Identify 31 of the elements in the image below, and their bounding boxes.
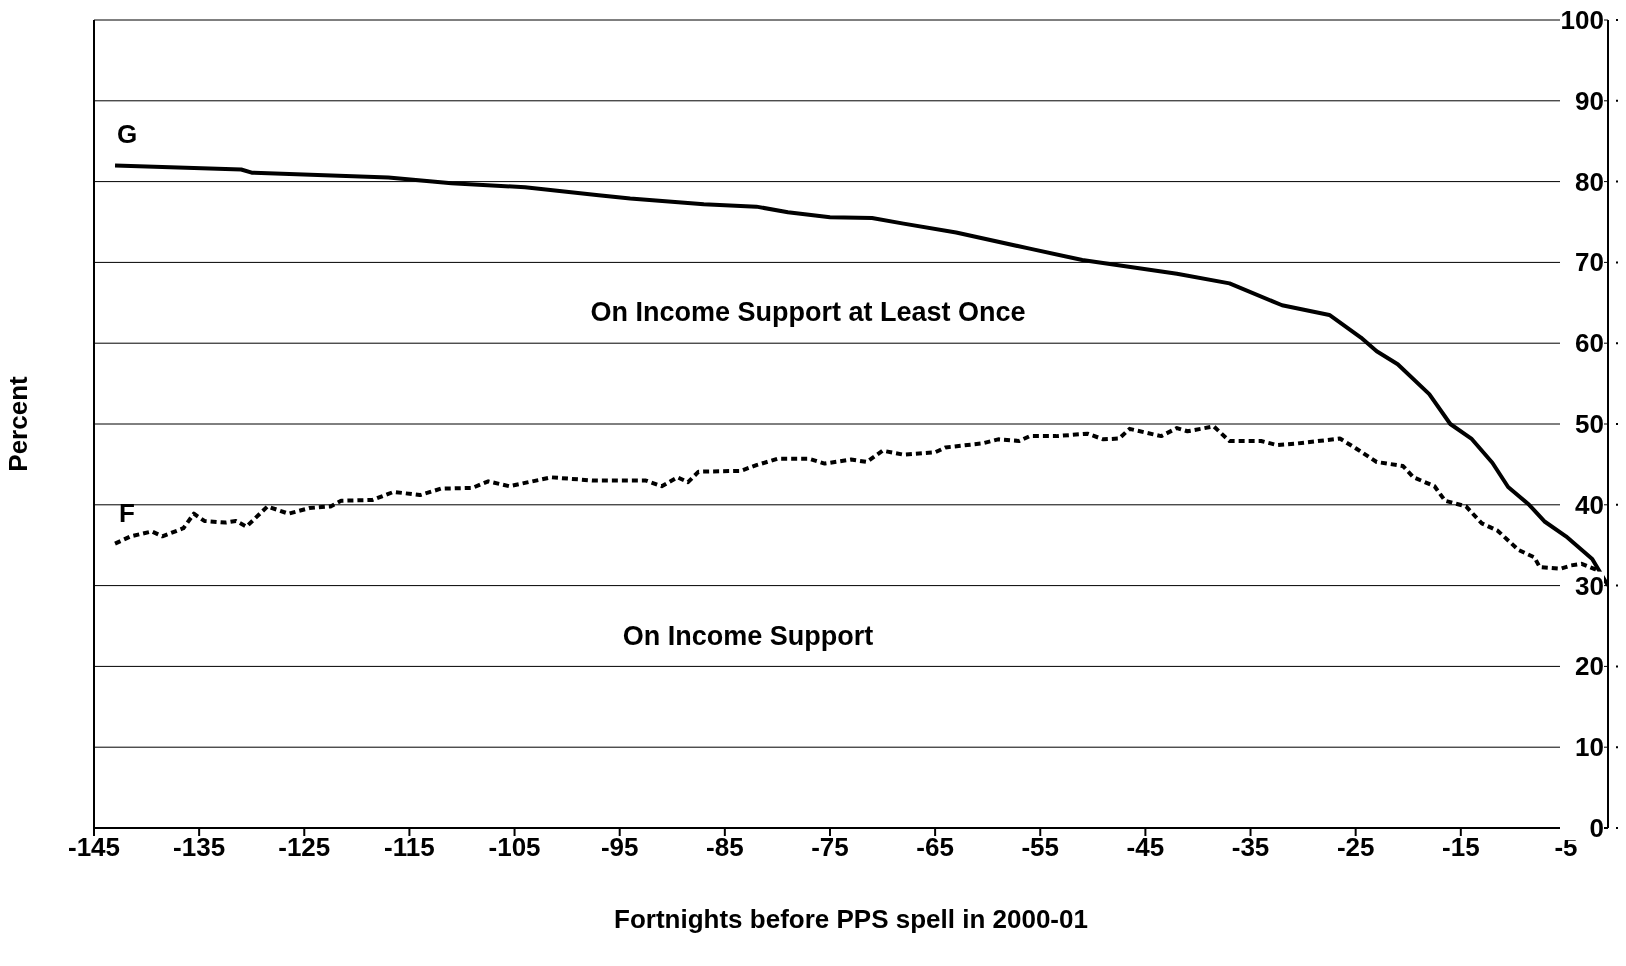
- y-tick-label: 0: [1589, 813, 1604, 843]
- y-tick-label: 90: [1575, 85, 1604, 116]
- series-label: G: [116, 119, 138, 150]
- x-tick-label: -125: [278, 832, 331, 863]
- y-tick-label: 80: [1575, 166, 1604, 197]
- x-tick-label: -145: [67, 832, 121, 863]
- y-tick-label: 20: [1575, 651, 1604, 682]
- x-tick-label: -115: [384, 832, 435, 863]
- y-tick-label: 10: [1575, 732, 1604, 763]
- x-tick-label: -95: [600, 832, 639, 863]
- x-tick-label: -45: [1126, 832, 1165, 863]
- y-tick-label: 100: [1560, 5, 1604, 35]
- x-tick-label: -65: [916, 832, 954, 863]
- x-axis-title: Fortnights before PPS spell in 2000-01: [614, 904, 1088, 934]
- y-tick-label: 30: [1575, 570, 1604, 601]
- x-tick-label: -25: [1336, 832, 1375, 863]
- annotation: On Income Support at Least Once: [590, 297, 1026, 327]
- x-tick-label: -35: [1231, 832, 1270, 863]
- y-axis-title: Percent: [3, 375, 34, 472]
- y-tick-label: 60: [1575, 328, 1604, 359]
- series-label: F: [119, 497, 135, 528]
- x-tick-label: -135: [173, 832, 226, 863]
- x-tick-label: -85: [706, 832, 744, 863]
- x-tick-label: -105: [488, 832, 541, 863]
- y-tick-label: 50: [1575, 409, 1604, 439]
- y-tick-label: 70: [1575, 247, 1604, 278]
- y-tick-label: 40: [1575, 489, 1604, 520]
- x-tick-label: -15: [1442, 832, 1480, 863]
- x-tick-label: -75: [811, 832, 849, 863]
- x-tick-label: -55: [1021, 832, 1060, 863]
- annotation: On Income Support: [622, 621, 874, 651]
